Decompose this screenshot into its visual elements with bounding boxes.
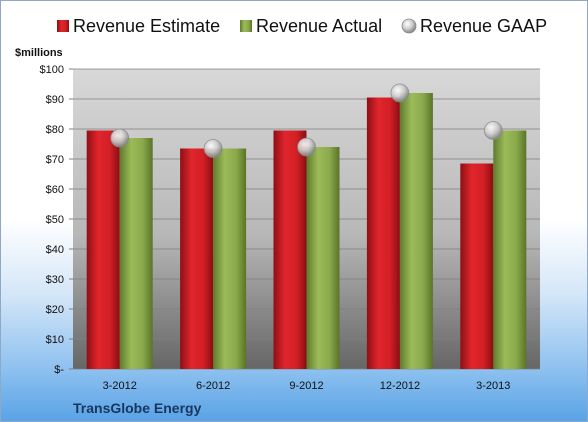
y-tick-label: $50 bbox=[46, 214, 64, 226]
bars bbox=[86, 93, 527, 369]
bar-revenue-estimate bbox=[86, 130, 120, 369]
bar-revenue-estimate bbox=[366, 97, 400, 369]
unit-label: $millions bbox=[15, 47, 63, 59]
legend-label-revenue-actual: Revenue Actual bbox=[256, 16, 382, 36]
y-tick-label: $- bbox=[54, 364, 64, 376]
bar-revenue-actual bbox=[213, 148, 247, 369]
marker-revenue-gaap bbox=[390, 83, 410, 103]
y-tick-label: $100 bbox=[40, 64, 64, 76]
y-tick-label: $30 bbox=[46, 274, 64, 286]
marker-revenue-gaap bbox=[297, 137, 316, 157]
bar-revenue-actual bbox=[399, 93, 433, 369]
legend: Revenue Estimate Revenue Actual Revenue … bbox=[57, 16, 547, 36]
legend-label-revenue-gaap: Revenue GAAP bbox=[420, 16, 547, 36]
x-axis-ticks: 3-2012 6-2012 9-2012 12-2012 3-2013 bbox=[103, 380, 511, 392]
bar-revenue-estimate bbox=[273, 130, 307, 369]
x-tick-label: 9-2012 bbox=[289, 380, 323, 392]
x-tick-label: 12-2012 bbox=[380, 380, 420, 392]
bar-revenue-actual bbox=[493, 130, 527, 369]
gaap-markers bbox=[110, 83, 503, 158]
legend-label-revenue-estimate: Revenue Estimate bbox=[73, 16, 220, 36]
bar-revenue-estimate bbox=[460, 163, 494, 369]
legend-swatch-revenue-actual bbox=[240, 20, 252, 32]
y-tick-label: $20 bbox=[46, 304, 64, 316]
bar-revenue-actual bbox=[119, 138, 153, 369]
x-tick-label: 6-2012 bbox=[196, 380, 230, 392]
marker-revenue-gaap bbox=[483, 121, 503, 140]
y-tick-label: $40 bbox=[46, 244, 64, 256]
x-tick-label: 3-2012 bbox=[103, 380, 137, 392]
marker-revenue-gaap bbox=[203, 139, 223, 158]
y-tick-label: $70 bbox=[46, 154, 64, 166]
y-tick-label: $10 bbox=[46, 334, 64, 346]
y-tick-label: $80 bbox=[46, 124, 64, 136]
y-axis-ticks: $- $10 $20 $30 $40 $50 $60 $70 $80 $90 $100 bbox=[40, 64, 73, 376]
x-tick-label: 3-2013 bbox=[476, 380, 510, 392]
y-tick-label: $90 bbox=[46, 94, 64, 106]
company-name: TransGlobe Energy bbox=[73, 400, 202, 416]
legend-marker-revenue-gaap bbox=[401, 18, 417, 34]
marker-revenue-gaap bbox=[110, 128, 130, 148]
bar-revenue-estimate bbox=[180, 148, 214, 369]
legend-swatch-revenue-estimate bbox=[57, 20, 69, 32]
y-tick-label: $60 bbox=[46, 184, 64, 196]
bar-revenue-actual bbox=[306, 147, 340, 369]
